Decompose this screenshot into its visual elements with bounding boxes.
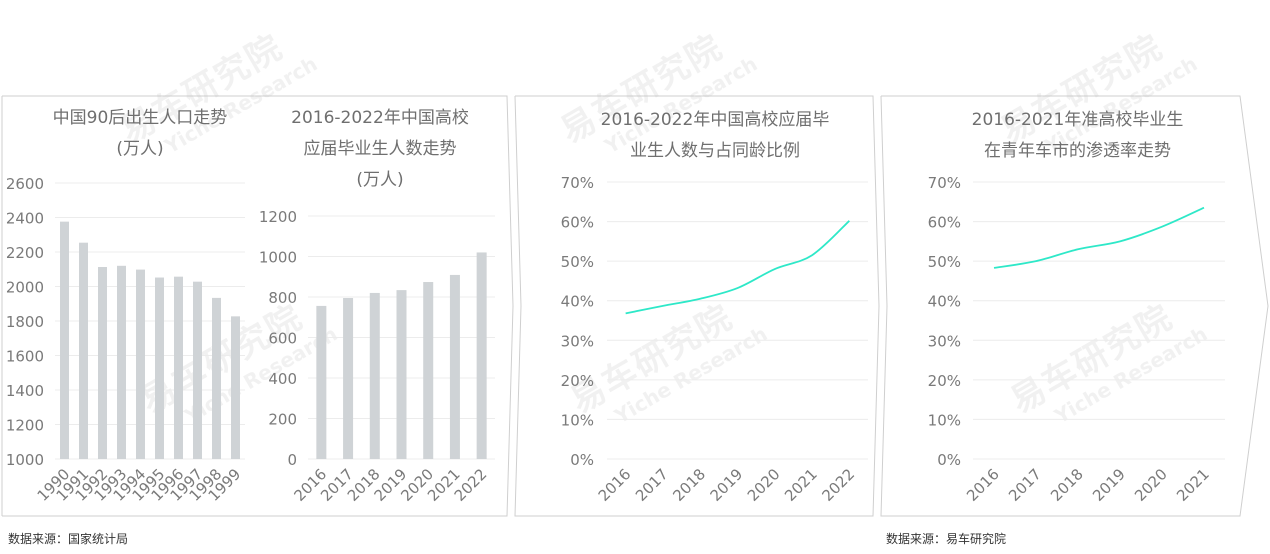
y-tick-label: 400 [268, 370, 297, 388]
bar [174, 276, 183, 459]
y-tick-label: 70% [561, 174, 594, 192]
y-tick-label: 10% [561, 411, 594, 429]
y-tick-label: 800 [268, 289, 297, 307]
y-tick-label: 20% [561, 372, 594, 390]
series-line [993, 206, 1205, 269]
frame-panel-1-top [2, 95, 514, 517]
bar [396, 290, 407, 459]
bar [98, 267, 107, 459]
y-tick-label: 40% [561, 293, 594, 311]
y-tick-label: 1600 [6, 348, 44, 366]
bar [155, 277, 164, 459]
x-tick-label: 2018 [1047, 465, 1087, 505]
y-tick-label: 1400 [6, 382, 44, 400]
bar [231, 316, 240, 459]
y-tick-label: 50% [561, 253, 594, 271]
y-tick-label: 60% [928, 214, 961, 232]
y-tick-label: 70% [928, 174, 961, 192]
y-tick-label: 10% [928, 411, 961, 429]
chart-3-title: 2016-2022年中国高校应届毕 业生人数与占同龄比例 [600, 110, 830, 161]
source-right: 数据来源：易车研究院 [886, 532, 1007, 546]
y-tick-label: 2200 [6, 244, 44, 262]
bar [476, 252, 487, 459]
x-tick-label: 2016 [963, 465, 1003, 505]
y-tick-label: 2400 [6, 210, 44, 228]
x-tick-label: 2017 [1005, 465, 1045, 505]
bar [193, 281, 202, 459]
series-line [625, 220, 850, 315]
y-tick-label: 2000 [6, 279, 44, 297]
bar [117, 265, 126, 459]
source-left: 数据来源：国家统计局 [8, 532, 129, 546]
y-tick-label: 60% [561, 214, 594, 232]
y-tick-label: 30% [561, 332, 594, 350]
bar [316, 305, 327, 459]
y-tick-label: 1000 [259, 249, 297, 267]
y-tick-label: 1000 [6, 451, 44, 469]
y-tick-label: 1800 [6, 313, 44, 331]
frame-panel-3 [880, 95, 1269, 517]
x-tick-label: 2021 [1173, 465, 1213, 505]
chart-1-title: 中国90后出生人口走势 (万人) [52, 108, 228, 159]
x-tick-label: 2019 [1089, 465, 1129, 505]
y-tick-label: 50% [928, 253, 961, 271]
bar [136, 269, 145, 459]
bar [369, 292, 380, 459]
chart-2-title: 2016-2022年中国高校 应届毕业生人数走势 (万人) [291, 108, 469, 190]
bar [79, 242, 88, 459]
bar [343, 298, 354, 459]
y-tick-label: 0 [287, 451, 297, 469]
y-tick-label: 1200 [259, 208, 297, 226]
y-tick-label: 30% [928, 332, 961, 350]
y-tick-label: 40% [928, 293, 961, 311]
bar [212, 297, 221, 459]
x-tick-label: 2020 [1131, 465, 1171, 505]
bar [423, 282, 434, 459]
y-tick-label: 20% [928, 372, 961, 390]
frame-panel-2 [514, 95, 880, 517]
y-tick-label: 1200 [6, 417, 44, 435]
bar [60, 221, 69, 459]
chart-4-title: 2016-2021年准高校毕业生 在青年车市的渗透率走势 [971, 110, 1184, 161]
y-tick-label: 200 [268, 411, 297, 429]
y-tick-label: 600 [268, 330, 297, 348]
y-tick-label: 2600 [6, 175, 44, 193]
y-tick-label: 0% [570, 451, 594, 469]
y-tick-label: 0% [937, 451, 961, 469]
bar [449, 274, 460, 459]
